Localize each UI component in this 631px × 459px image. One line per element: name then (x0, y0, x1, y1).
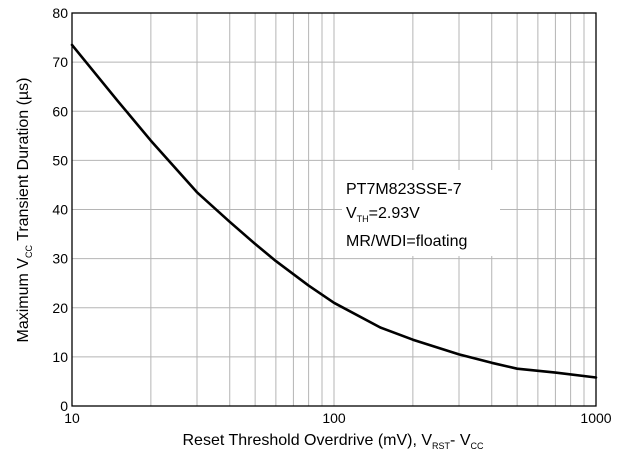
y-tick-label: 10 (52, 349, 68, 365)
x-tick-label: 100 (322, 410, 346, 426)
y-tick-label: 50 (52, 152, 68, 168)
y-tick-label: 20 (52, 300, 68, 316)
grid (72, 13, 596, 406)
series-group (70, 43, 598, 379)
y-tick-label: 40 (52, 202, 68, 218)
y-tick-label: 70 (52, 54, 68, 70)
y-axis-label: Maximum VCC Transient Duration (µs) (15, 78, 34, 343)
plot-frame (71, 12, 597, 407)
y-tick-label: 60 (52, 103, 68, 119)
y-tick-label: 80 (52, 5, 68, 21)
y-tick-label: 0 (60, 398, 68, 414)
y-tick-label: 30 (52, 251, 68, 267)
annotation: PT7M823SSE-7 VTH=2.93V MR/WDI=floating (342, 170, 500, 256)
x-tick-label: 1000 (580, 410, 611, 426)
x-axis-label: Reset Threshold Overdrive (mV), VRST- VC… (182, 432, 484, 451)
annotation-line3: MR/WDI=floating (346, 233, 467, 250)
x-tick-label: 10 (64, 410, 80, 426)
annotation-line2: VTH=2.93V (346, 205, 420, 224)
series-line-1 (70, 43, 598, 379)
annotation-line1: PT7M823SSE-7 (346, 181, 462, 198)
